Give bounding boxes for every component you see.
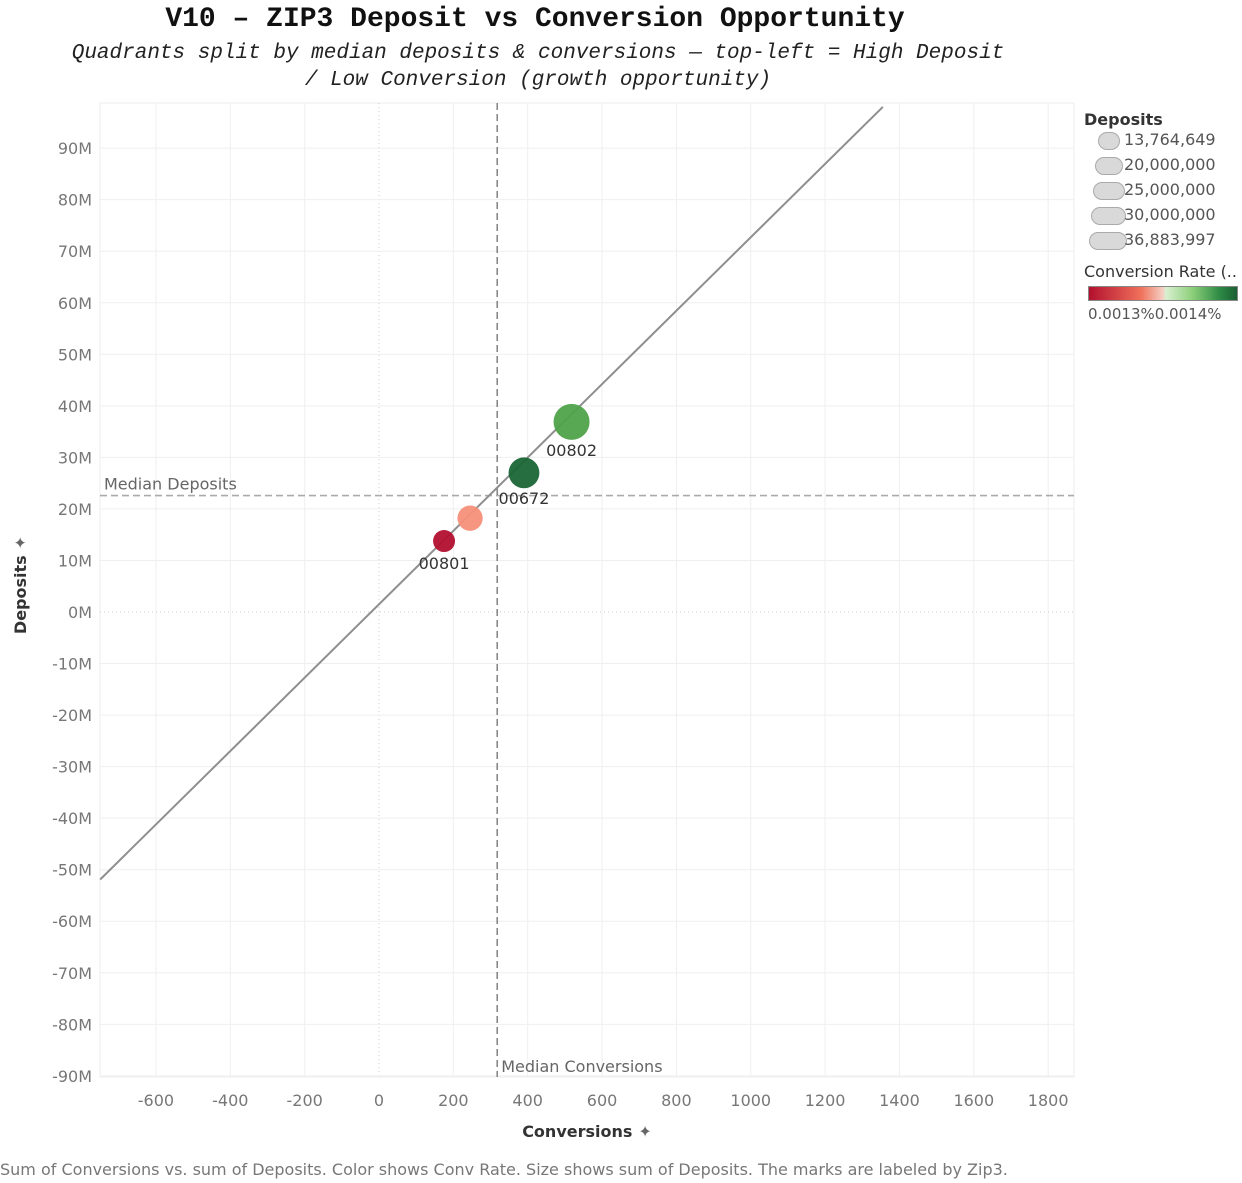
x-tick-label: 1000	[730, 1091, 771, 1110]
size-legend-circle	[1091, 207, 1126, 225]
size-legend-label: 25,000,000	[1124, 180, 1216, 199]
tick-labels-layer: -600 -400 -200 0 200 400 600 800 1000 1200 1400 160…	[52, 139, 1068, 1110]
data-point	[457, 505, 483, 531]
x-tick-label: -400	[212, 1091, 248, 1110]
point-label: 00802	[546, 441, 597, 460]
y-axis-title: Deposits✦	[11, 536, 30, 634]
y-tick-label: -10M	[52, 655, 92, 674]
x-tick-label: -600	[138, 1091, 174, 1110]
y-tick-label: 60M	[58, 294, 92, 313]
y-tick-label: -30M	[52, 758, 92, 777]
y-tick-label: 90M	[58, 139, 92, 158]
reference-lines: Median Deposits Median Conversions	[100, 103, 1074, 1077]
trend-line	[99, 106, 884, 881]
size-legend-circle	[1089, 232, 1127, 250]
legend: Deposits 13,764,649 20,000,000 25,000,00…	[1084, 110, 1242, 323]
median-conversions-label: Median Conversions	[501, 1057, 662, 1076]
size-legend-label: 20,000,000	[1124, 155, 1216, 174]
y-tick-label: 50M	[58, 345, 92, 364]
color-max-label: 0.0014%	[1154, 305, 1222, 323]
y-tick-label: 40M	[58, 397, 92, 416]
y-tick-label: 30M	[58, 448, 92, 467]
y-tick-label: -70M	[52, 964, 92, 983]
size-legend-item[interactable]: 20,000,000	[1084, 154, 1242, 179]
color-ramp-labels: 0.0013%0.0014%	[1088, 305, 1242, 323]
x-tick-label: 800	[661, 1091, 692, 1110]
x-tick-label: 0	[374, 1091, 384, 1110]
y-tick-label: -50M	[52, 861, 92, 880]
size-legend-circle	[1095, 157, 1123, 175]
x-tick-label: -200	[286, 1091, 322, 1110]
size-legend-item[interactable]: 13,764,649	[1084, 129, 1242, 154]
y-tick-label: -40M	[52, 809, 92, 828]
x-tick-label: 1400	[879, 1091, 920, 1110]
size-legend-title: Deposits	[1084, 110, 1163, 129]
x-axis-title: Conversions ✦	[522, 1122, 652, 1141]
y-tick-label: -90M	[52, 1067, 92, 1086]
plot-border	[99, 102, 1075, 1078]
size-legend: 13,764,649 20,000,000 25,000,000 30,000,…	[1084, 129, 1242, 254]
size-legend-label: 13,764,649	[1124, 130, 1216, 149]
x-tick-label: 200	[438, 1091, 469, 1110]
x-tick-label: 400	[512, 1091, 543, 1110]
point-label: 00801	[419, 554, 470, 573]
x-tick-label: 1600	[953, 1091, 994, 1110]
trend-line-layer	[99, 106, 884, 881]
subtitle-line-1: Quadrants split by median deposits & con…	[71, 42, 1005, 65]
chart-title: V10 – ZIP3 Deposit vs Conversion Opportu…	[165, 4, 905, 35]
size-legend-item[interactable]: 30,000,000	[1084, 204, 1242, 229]
color-ramp[interactable]	[1088, 286, 1238, 301]
data-point	[433, 530, 456, 553]
grid-layer	[99, 102, 1075, 1078]
point-label: 00672	[499, 489, 550, 508]
x-tick-label: 1200	[805, 1091, 846, 1110]
subtitle-line-2: / Low Conversion (growth opportunity)	[304, 69, 772, 92]
size-legend-item[interactable]: 36,883,997	[1084, 229, 1242, 254]
x-tick-label: 1800	[1028, 1091, 1069, 1110]
size-legend-label: 36,883,997	[1124, 230, 1216, 249]
size-legend-circle	[1098, 132, 1120, 150]
chart-subtitle: Quadrants split by median deposits & con…	[0, 40, 1076, 94]
y-tick-label: 70M	[58, 242, 92, 261]
median-deposits-label: Median Deposits	[104, 475, 237, 494]
data-point	[553, 403, 590, 440]
points-layer: 00801 00672 00802	[419, 403, 597, 573]
color-legend-title: Conversion Rate (..	[1084, 262, 1237, 281]
y-tick-label: -60M	[52, 912, 92, 931]
y-tick-label: -20M	[52, 706, 92, 725]
y-tick-label: 80M	[58, 191, 92, 210]
y-tick-label: -80M	[52, 1015, 92, 1034]
chart-caption: Sum of Conversions vs. sum of Deposits. …	[0, 1160, 1008, 1179]
y-tick-label: 10M	[58, 551, 92, 570]
size-legend-label: 30,000,000	[1124, 205, 1216, 224]
size-legend-circle	[1093, 182, 1125, 200]
color-min-label: 0.0013%	[1088, 305, 1155, 323]
x-tick-label: 600	[587, 1091, 618, 1110]
y-tick-label: 0M	[68, 603, 92, 622]
y-tick-label: 20M	[58, 500, 92, 519]
size-legend-item[interactable]: 25,000,000	[1084, 179, 1242, 204]
data-point	[508, 457, 540, 489]
